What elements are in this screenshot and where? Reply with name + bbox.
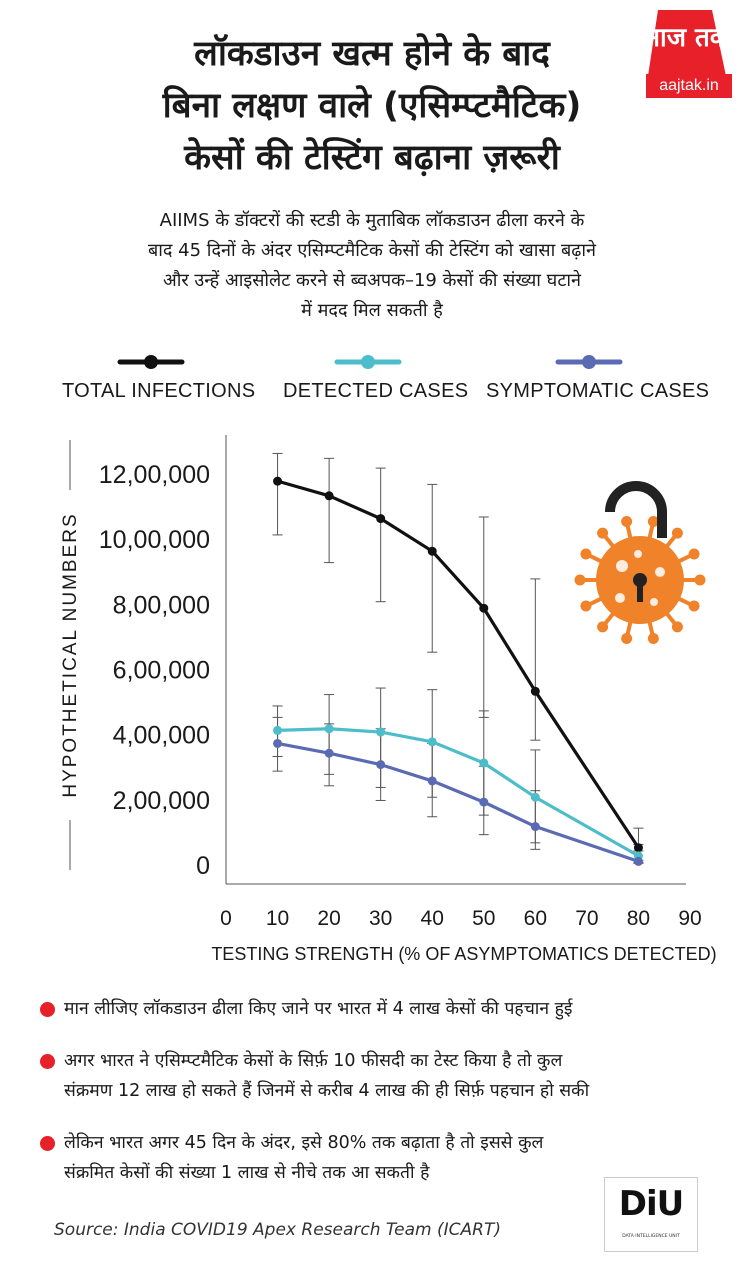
x-tick-label: 10 [266,907,289,930]
virus-spike-tip [580,600,592,612]
x-tick-label: 70 [575,907,598,930]
chart-axes [69,435,686,885]
virus-spike-tip [671,621,683,633]
legend-label-total: TOTAL INFECTIONS [62,380,256,402]
virus-spike-tip [597,527,609,539]
virus-spike-tip [671,527,683,539]
data-point-detected [479,758,489,768]
bullet-dot [40,1136,55,1151]
data-point-detected [273,725,283,735]
title-line-2: बिना लक्षण वाले (एसिम्प्टमैटिक) [162,86,582,126]
series-lines [273,476,643,866]
intro-line-1: AIIMS के डॉक्टरों की स्टडी के मुताबिक लॉ… [159,210,585,231]
padlock-shackle [605,481,667,538]
bullet-1-line-1: मान लीजिए लॉकडाउन ढीला किए जाने पर भारत … [64,999,573,1019]
x-tick-label: 80 [627,907,650,930]
data-point-symptomatic [530,822,540,832]
virus-spike-tip [688,600,700,612]
y-tick-label: 4,00,000 [113,722,210,750]
title-line-3: केसों की टेस्टिंग बढ़ाना ज़रूरी [184,138,560,178]
data-point-total [427,546,437,556]
legend-marker-detected-dot [361,355,375,369]
virus-spike-tip [647,516,659,528]
logo-site-label: aajtak.in [646,74,732,98]
data-point-total [530,686,540,696]
virus-spot [650,598,658,606]
virus-spike-tip [597,621,609,633]
tick-labels: 0 2,00,000 4,00,000 6,00,000 8,00,000 10,00,0… [60,461,717,964]
data-point-total [479,603,489,613]
data-point-total [324,491,334,501]
virus-spike-tip [574,574,586,586]
y-tick-label: 12,00,000 [99,461,210,489]
bullet-dot [40,1002,55,1017]
virus-spot [634,550,642,558]
legend-marker-total-dot [144,355,158,369]
intro-line-3: और उन्हें आइसोलेट करने से ब्वअपक–19 केसो… [162,270,582,291]
y-tick-label: 6,00,000 [113,657,210,685]
virus-spike-tip [694,574,706,586]
series-line-symptomatic [277,741,639,863]
intro-paragraph: AIIMS के डॉक्टरों की स्टडी के मुताबिक लॉ… [40,206,704,326]
data-point-symptomatic [633,856,643,866]
data-point-symptomatic [427,776,437,786]
data-point-symptomatic [273,738,283,748]
data-point-detected [427,737,437,747]
aajtak-logo: आज तक [640,10,731,76]
data-point-detected [376,727,386,737]
bullet-3-line-2: संक्रमित केसों की संख्या 1 लाख से नीचे त… [64,1163,430,1183]
chart-legend-markers [117,355,623,369]
virus-spike-tip [580,548,592,560]
x-tick-label: 50 [472,907,495,930]
diu-logo-text: DiU [618,1184,685,1224]
diu-logo-subtitle: DATA INTELLIGENCE UNIT [622,1234,680,1239]
data-point-symptomatic [376,760,386,770]
error-bars [272,452,644,864]
y-tick-label: 0 [196,852,210,880]
keyhole-top [633,573,647,587]
data-point-symptomatic [324,748,334,758]
data-point-detected [530,792,540,802]
virus-spot [655,567,665,577]
virus-spike-tip [621,516,633,528]
virus-spike-tip [647,632,659,644]
legend-marker-symptomatic-dot [582,355,596,369]
data-point-total [273,476,283,486]
title-line-1: लॉकडाउन खत्म होने के बाद [194,34,550,74]
virus-spike-tip [621,632,633,644]
x-tick-label: 90 [678,907,701,930]
bullet-2-line-2: संक्रमण 12 लाख हो सकते हैं जिनमें से करी… [64,1081,590,1101]
intro-line-2: बाद 45 दिनों के अंदर एसिम्प्टमैटिक केसों… [147,240,597,261]
source-credit: Source: India COVID19 Apex Research Team… [54,1220,501,1240]
diu-logo: DiU DATA INTELLIGENCE UNIT [604,1177,698,1252]
virus-spot [616,560,628,572]
bullet-dot [40,1054,55,1069]
x-tick-label: 20 [317,907,340,930]
intro-line-4: में मदद मिल सकती है [301,300,443,321]
bullet-3-line-1: लेकिन भारत अगर 45 दिन के अंदर, इसे 80% त… [64,1133,544,1153]
x-tick-label: 30 [369,907,392,930]
data-point-total [633,843,643,853]
legend-label-detected: DETECTED CASES [283,380,469,402]
y-axis-label: HYPOTHETICAL NUMBERS [60,512,81,797]
x-tick-label: 60 [524,907,547,930]
data-point-detected [324,724,334,734]
y-tick-label: 10,00,000 [99,526,210,554]
legend-label-symptomatic: SYMPTOMATIC CASES [486,380,710,402]
x-tick-label: 40 [421,907,444,930]
line-chart: 0 2,00,000 4,00,000 6,00,000 8,00,000 10,00,0… [60,435,717,964]
bullet-2-line-1: अगर भारत ने एसिम्प्टमैटिक केसों के सिर्फ… [64,1051,563,1071]
virus-lock-icon [574,481,706,644]
data-point-total [376,514,386,524]
data-point-symptomatic [479,797,489,807]
virus-spot [615,593,625,603]
page-title: लॉकडाउन खत्म होने के बाद बिना लक्षण वाले… [0,28,744,184]
keyhole-bottom [637,582,643,602]
x-axis-label: TESTING STRENGTH (% OF ASYMPTOMATICS DET… [211,944,716,964]
virus-spike-tip [688,548,700,560]
x-tick-label: 0 [220,907,232,930]
y-tick-label: 8,00,000 [113,591,210,619]
y-tick-label: 2,00,000 [113,787,210,815]
logo-text: आज तक [640,23,731,53]
